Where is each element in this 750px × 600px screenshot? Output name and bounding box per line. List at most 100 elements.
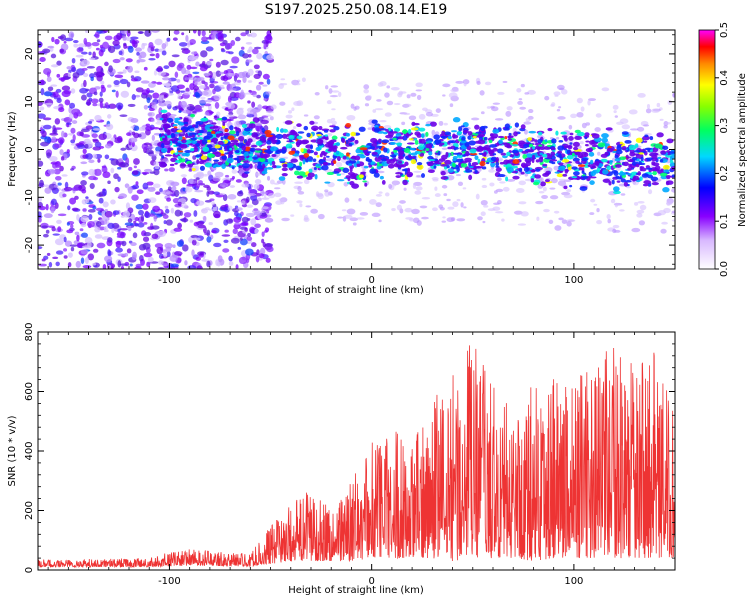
halo-blob <box>340 172 345 176</box>
signal-blob <box>628 144 637 151</box>
noise-blob <box>251 242 257 248</box>
noise-blob <box>142 182 149 190</box>
signal-blob <box>333 126 340 131</box>
noise-blob <box>44 102 54 106</box>
noise-blob <box>110 167 115 174</box>
y-tick-label: -10 <box>24 189 35 205</box>
noise-blob <box>153 214 157 222</box>
noise-blob <box>223 239 229 243</box>
signal-blob <box>371 119 378 124</box>
noise-blob <box>215 70 222 77</box>
signal-blob <box>627 173 633 176</box>
halo-blob <box>612 224 620 229</box>
signal-blob <box>651 182 659 186</box>
noise-blob <box>144 212 151 218</box>
noise-blob <box>82 208 87 212</box>
signal-blob <box>441 130 446 136</box>
signal-blob <box>174 162 178 165</box>
halo-blob <box>518 180 527 186</box>
signal-blob <box>324 181 331 184</box>
halo-blob <box>331 117 336 121</box>
signal-blob <box>587 164 592 167</box>
signal-blob <box>183 117 189 121</box>
halo-blob <box>296 200 303 204</box>
signal-blob <box>161 147 168 153</box>
signal-blob <box>419 152 425 157</box>
noise-blob <box>52 256 59 260</box>
halo-blob <box>543 208 550 213</box>
noise-blob <box>119 114 128 117</box>
signal-blob <box>238 165 243 169</box>
signal-blob <box>296 123 302 128</box>
signal-blob <box>160 109 168 114</box>
signal-blob <box>379 154 385 158</box>
noise-blob <box>151 134 155 142</box>
halo-blob <box>265 110 275 114</box>
signal-blob <box>231 166 235 170</box>
signal-blob <box>514 122 520 128</box>
noise-blob <box>102 215 106 221</box>
signal-blob <box>651 161 656 166</box>
noise-blob <box>204 199 212 203</box>
noise-blob <box>71 58 76 64</box>
signal-blob <box>474 169 478 174</box>
signal-blob <box>577 164 586 168</box>
signal-blob <box>375 145 383 148</box>
signal-blob <box>410 127 419 131</box>
noise-blob <box>249 32 257 38</box>
signal-blob <box>461 160 468 164</box>
halo-blob <box>455 174 461 177</box>
signal-blob <box>458 126 463 132</box>
noise-blob <box>104 255 113 263</box>
signal-blob <box>309 144 314 150</box>
signal-blob <box>656 132 664 138</box>
halo-blob <box>249 109 257 115</box>
signal-blob <box>291 150 296 153</box>
noise-blob <box>92 248 99 253</box>
noise-blob <box>255 124 263 132</box>
noise-blob <box>131 94 136 101</box>
noise-blob <box>129 263 133 267</box>
signal-blob <box>416 164 424 170</box>
signal-blob <box>354 139 359 144</box>
halo-blob <box>204 111 210 116</box>
signal-blob <box>191 134 196 138</box>
signal-blob <box>211 137 219 143</box>
halo-blob <box>329 94 339 98</box>
signal-blob <box>571 176 578 179</box>
halo-blob <box>364 103 370 107</box>
noise-blob <box>151 225 160 230</box>
signal-blob <box>295 165 302 171</box>
signal-blob <box>438 158 446 162</box>
signal-blob <box>226 157 234 164</box>
noise-blob <box>111 227 115 233</box>
noise-blob <box>226 118 234 122</box>
signal-blob <box>614 158 621 162</box>
halo-blob <box>244 92 253 95</box>
noise-blob <box>123 43 127 49</box>
noise-blob <box>170 207 175 214</box>
signal-blob <box>606 165 612 171</box>
noise-blob <box>144 30 152 37</box>
noise-blob <box>194 55 199 60</box>
noise-blob <box>247 232 251 237</box>
y-tick-label: 200 <box>24 501 35 520</box>
signal-blob <box>299 161 303 167</box>
halo-blob <box>636 213 643 218</box>
noise-blob <box>264 35 273 43</box>
signal-blob <box>173 126 178 129</box>
halo-blob <box>343 181 349 187</box>
noise-blob <box>81 94 87 101</box>
signal-blob <box>332 148 338 153</box>
noise-blob <box>104 209 109 212</box>
signal-blob <box>574 135 582 140</box>
noise-blob <box>102 30 109 33</box>
halo-blob <box>489 182 495 187</box>
signal-blob <box>318 126 323 130</box>
noise-blob <box>143 142 151 146</box>
noise-blob <box>115 102 124 110</box>
signal-blob <box>609 159 614 163</box>
halo-blob <box>176 79 181 83</box>
halo-blob <box>267 193 276 199</box>
